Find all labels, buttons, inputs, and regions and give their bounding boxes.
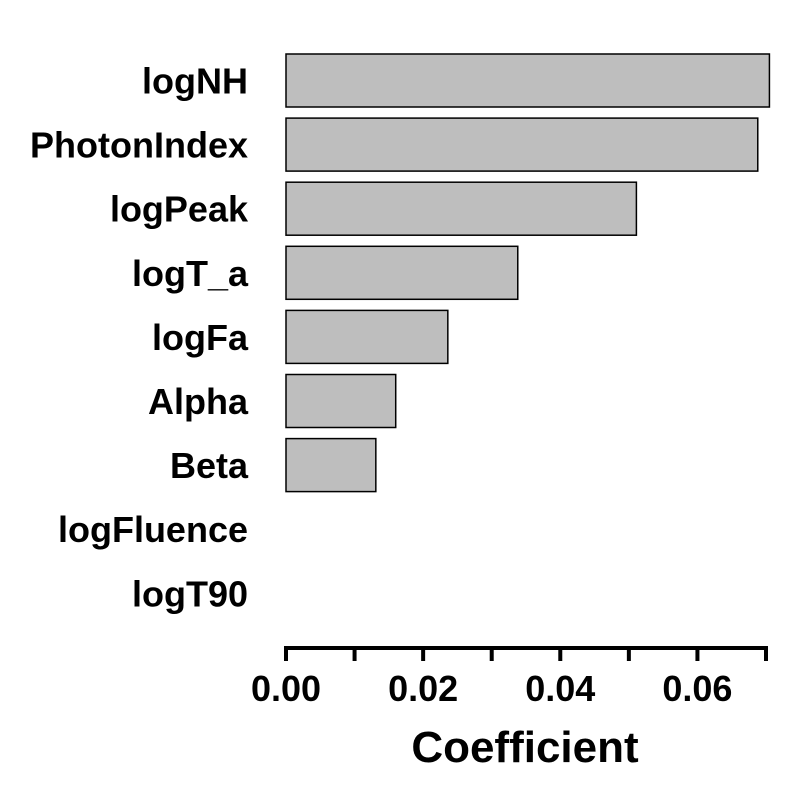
x-tick-label-1: 0.02 bbox=[388, 668, 458, 709]
x-tick-label-0: 0.00 bbox=[251, 668, 321, 709]
category-label-lognh: logNH bbox=[142, 61, 248, 102]
category-label-beta: Beta bbox=[170, 445, 249, 486]
category-labels-group: logNH PhotonIndex logPeak logT_a logFa Alpha B… bbox=[30, 61, 249, 615]
category-label-logfa: logFa bbox=[152, 317, 249, 358]
bar-alpha bbox=[285, 373, 397, 429]
bar-photonindex bbox=[285, 117, 759, 172]
category-label-alpha: Alpha bbox=[148, 381, 249, 422]
bar-logfa bbox=[285, 309, 449, 365]
x-tick-label-3: 0.06 bbox=[662, 668, 732, 709]
category-label-photonindex: PhotonIndex bbox=[30, 125, 248, 166]
category-label-logt90: logT90 bbox=[132, 573, 248, 614]
x-axis: 0.00 0.02 0.04 0.06 bbox=[251, 646, 768, 709]
x-tick-label-2: 0.04 bbox=[525, 668, 595, 709]
x-axis-title: Coefficient bbox=[411, 723, 639, 772]
category-label-logfluence: logFluence bbox=[58, 509, 248, 550]
bar-logpeak bbox=[285, 181, 638, 236]
category-label-logpeak: logPeak bbox=[110, 189, 249, 230]
bars-group bbox=[285, 53, 771, 493]
bar-logt-a bbox=[285, 245, 519, 301]
bar-lognh bbox=[285, 53, 771, 108]
bar-beta bbox=[285, 437, 377, 493]
category-label-logt-a: logT_a bbox=[132, 253, 249, 294]
